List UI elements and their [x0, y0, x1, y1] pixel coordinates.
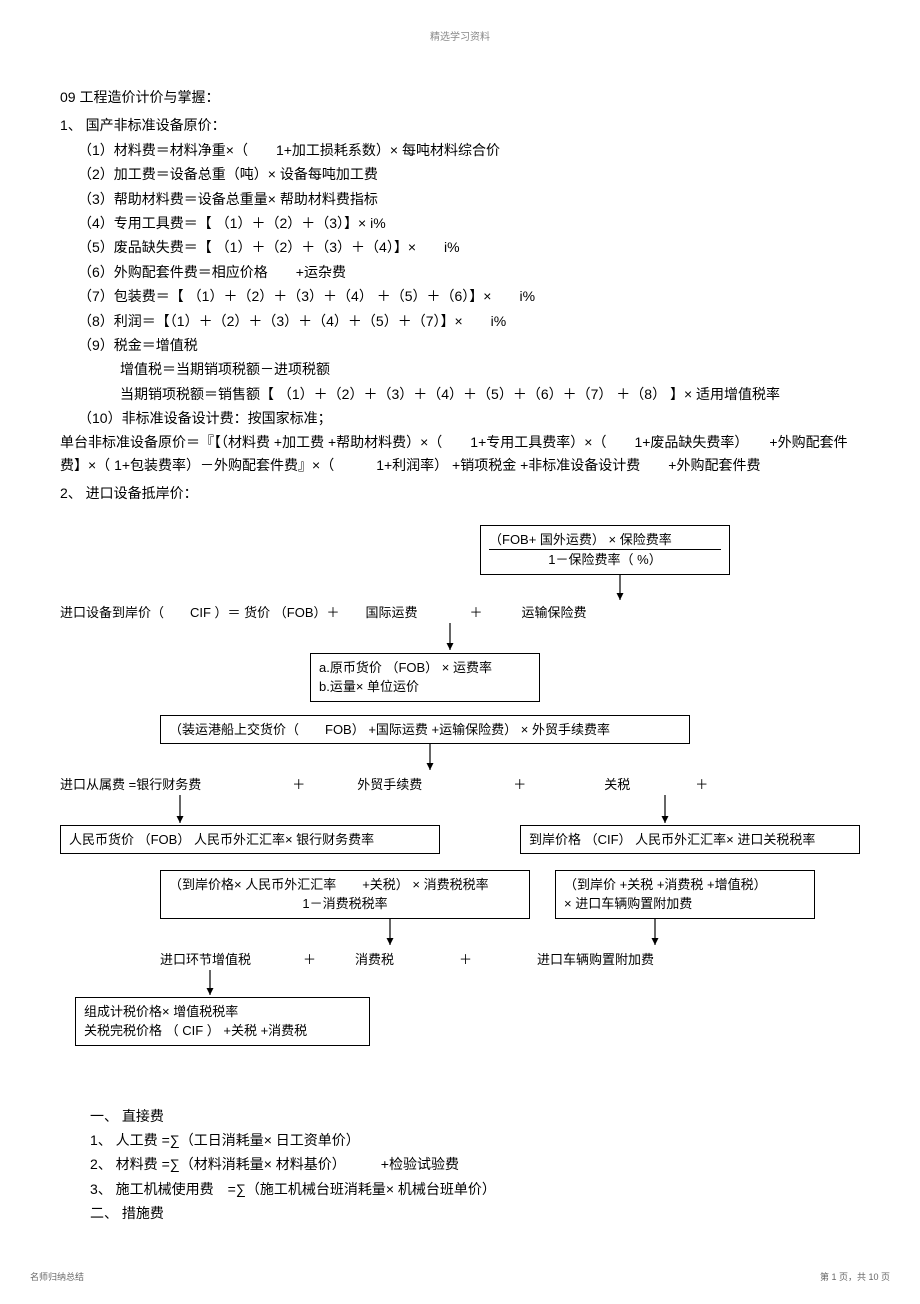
- item-9: （9）税金＝增值税: [60, 334, 860, 356]
- item-4: （4）专用工具费＝【 （1）＋（2）＋（3）】× i%: [60, 212, 860, 234]
- box-tax-base: 组成计税价格× 增值税税率 关税完税价格 （ CIF ） +关税 +消费税: [75, 997, 370, 1046]
- box-freight: a.原币货价 （FOB） × 运费率 b.运量× 单位运价: [310, 653, 540, 702]
- item-2: （2）加工费＝设备总重（吨）× 设备每吨加工费: [60, 163, 860, 185]
- bottom-4: 3、 施工机械使用费 =∑（施工机械台班消耗量× 机械台班单价）: [90, 1178, 860, 1200]
- box-vehicle-l2: × 进口车辆购置附加费: [564, 894, 806, 914]
- item-9a: 增值税＝当期销项税额－进项税额: [60, 358, 860, 380]
- box-vehicle-l1: （到岸价 +关税 +消费税 +增值税）: [564, 875, 806, 895]
- bottom-3: 2、 材料费 =∑（材料消耗量× 材料基价） +检验试验费: [90, 1153, 860, 1175]
- box-consume-l2: 1－消费税税率: [169, 894, 521, 914]
- section-1-title: 1、 国产非标准设备原价：: [60, 114, 860, 136]
- footer-left: 名师归纳总结: [30, 1270, 84, 1284]
- box-vehicle-fee: （到岸价 +关税 +消费税 +增值税） × 进口车辆购置附加费: [555, 870, 815, 919]
- box-consume-tax: （到岸价格× 人民币外汇汇率 +关税） × 消费税税率 1－消费税税率: [160, 870, 530, 919]
- item-3: （3）帮助材料费＝设备总重量× 帮助材料费指标: [60, 188, 860, 210]
- item-10: （10）非标准设备设计费：按国家标准；: [60, 407, 860, 429]
- box-insurance: （FOB+ 国外运费） × 保险费率 1－保险费率（ %）: [480, 525, 730, 575]
- box-insurance-l1: （FOB+ 国外运费） × 保险费率: [489, 530, 721, 550]
- row-subordinate: 进口从属费 =银行财务费 ＋ 外贸手续费 ＋ 关税 ＋: [60, 775, 840, 796]
- box-tax-l1: 组成计税价格× 增值税税率: [84, 1002, 361, 1022]
- box-tariff: 到岸价格 （CIF） 人民币外汇汇率× 进口关税税率: [520, 825, 860, 855]
- box-consume-l1: （到岸价格× 人民币外汇汇率 +关税） × 消费税税率: [169, 875, 521, 895]
- bottom-1: 一、 直接费: [90, 1105, 860, 1127]
- box-freight-l2: b.运量× 单位运价: [319, 677, 531, 697]
- item-6: （6）外购配套件费＝相应价格 +运杂费: [60, 261, 860, 283]
- page-header: 精选学习资料: [60, 30, 860, 46]
- item-1: （1）材料费＝材料净重×（ 1+加工损耗系数）× 每吨材料综合价: [60, 139, 860, 161]
- item-9b: 当期销项税额＝销售额【 （1）＋（2）＋（3）＋（4）＋（5）＋（6）＋（7） …: [60, 383, 860, 405]
- item-8: （8）利润＝【（1）＋（2）＋（3）＋（4）＋（5）＋（7）】× i%: [60, 310, 860, 332]
- item-5: （5）废品缺失费＝【 （1）＋（2）＋（3）＋（4）】× i%: [60, 236, 860, 258]
- doc-title: 09 工程造价计价与掌握：: [60, 86, 860, 108]
- bottom-2: 1、 人工费 =∑（工日消耗量× 日工资单价）: [90, 1129, 860, 1151]
- section-2-title: 2、 进口设备抵岸价：: [60, 482, 860, 504]
- page: 精选学习资料 09 工程造价计价与掌握： 1、 国产非标准设备原价： （1）材料…: [0, 0, 920, 1304]
- item-7: （7）包装费＝【 （1）＋（2）＋（3）＋（4） ＋（5）＋（6）】× i%: [60, 285, 860, 307]
- row-cif: 进口设备到岸价（ CIF ）＝ 货价 （FOB）＋ 国际运费 ＋ 运输保险费: [60, 603, 840, 624]
- import-diagram: （FOB+ 国外运费） × 保险费率 1－保险费率（ %） 进口设备到岸价（ C…: [60, 525, 860, 1085]
- box-freight-l1: a.原币货价 （FOB） × 运费率: [319, 658, 531, 678]
- box-insurance-l2: 1－保险费率（ %）: [489, 549, 721, 570]
- box-bank-fee: 人民币货价 （FOB） 人民币外汇汇率× 银行财务费率: [60, 825, 440, 855]
- row-vat: 进口环节增值税 ＋ 消费税 ＋ 进口车辆购置附加费: [160, 950, 860, 971]
- bottom-5: 二、 措施费: [90, 1202, 860, 1224]
- box-tax-l2: 关税完税价格 （ CIF ） +关税 +消费税: [84, 1021, 361, 1041]
- footer-right: 第 1 页，共 10 页: [820, 1270, 890, 1284]
- box-trade-fee: （装运港船上交货价（ FOB） +国际运费 +运输保险费） × 外贸手续费率: [160, 715, 690, 745]
- formula-1: 单台非标准设备原价＝『【（材料费 +加工费 +帮助材料费）×（ 1+专用工具费率…: [60, 431, 860, 476]
- bottom-section: 一、 直接费 1、 人工费 =∑（工日消耗量× 日工资单价） 2、 材料费 =∑…: [60, 1105, 860, 1225]
